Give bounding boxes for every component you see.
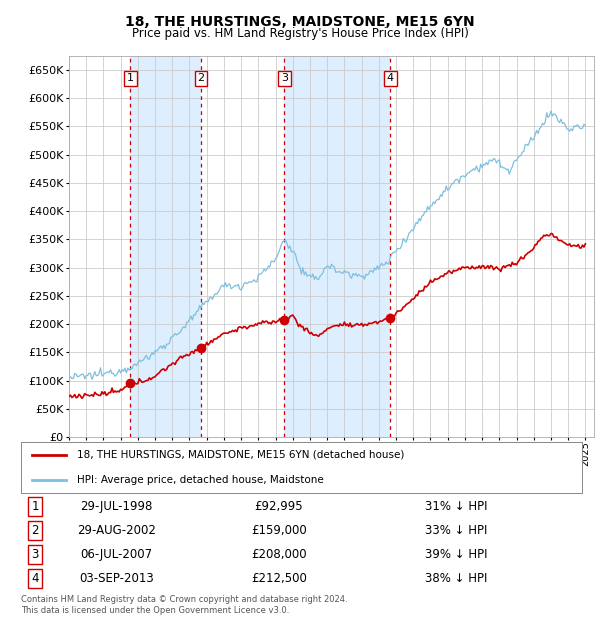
- Text: 1: 1: [31, 500, 39, 513]
- Text: 3: 3: [281, 73, 288, 84]
- Bar: [284, 56, 391, 437]
- Text: £159,000: £159,000: [251, 524, 307, 537]
- Text: 29-AUG-2002: 29-AUG-2002: [77, 524, 156, 537]
- Text: Contains HM Land Registry data © Crown copyright and database right 2024.
This d: Contains HM Land Registry data © Crown c…: [21, 595, 347, 614]
- Text: 18, THE HURSTINGS, MAIDSTONE, ME15 6YN: 18, THE HURSTINGS, MAIDSTONE, ME15 6YN: [125, 16, 475, 30]
- Text: 18, THE HURSTINGS, MAIDSTONE, ME15 6YN (detached house): 18, THE HURSTINGS, MAIDSTONE, ME15 6YN (…: [77, 450, 404, 460]
- Text: 33% ↓ HPI: 33% ↓ HPI: [425, 524, 487, 537]
- Text: 39% ↓ HPI: 39% ↓ HPI: [425, 547, 487, 560]
- Text: 29-JUL-1998: 29-JUL-1998: [80, 500, 152, 513]
- Text: 4: 4: [387, 73, 394, 84]
- Text: 31% ↓ HPI: 31% ↓ HPI: [425, 500, 487, 513]
- Text: £92,995: £92,995: [255, 500, 304, 513]
- Text: 38% ↓ HPI: 38% ↓ HPI: [425, 572, 487, 585]
- Text: Price paid vs. HM Land Registry's House Price Index (HPI): Price paid vs. HM Land Registry's House …: [131, 27, 469, 40]
- Text: 4: 4: [31, 572, 39, 585]
- Bar: [130, 56, 201, 437]
- Text: £208,000: £208,000: [251, 547, 307, 560]
- Text: 06-JUL-2007: 06-JUL-2007: [80, 547, 152, 560]
- Text: HPI: Average price, detached house, Maidstone: HPI: Average price, detached house, Maid…: [77, 475, 324, 485]
- Text: 2: 2: [31, 524, 39, 537]
- Text: 2: 2: [197, 73, 205, 84]
- Text: 03-SEP-2013: 03-SEP-2013: [79, 572, 154, 585]
- Text: £212,500: £212,500: [251, 572, 307, 585]
- Text: 1: 1: [127, 73, 134, 84]
- Text: 3: 3: [31, 547, 39, 560]
